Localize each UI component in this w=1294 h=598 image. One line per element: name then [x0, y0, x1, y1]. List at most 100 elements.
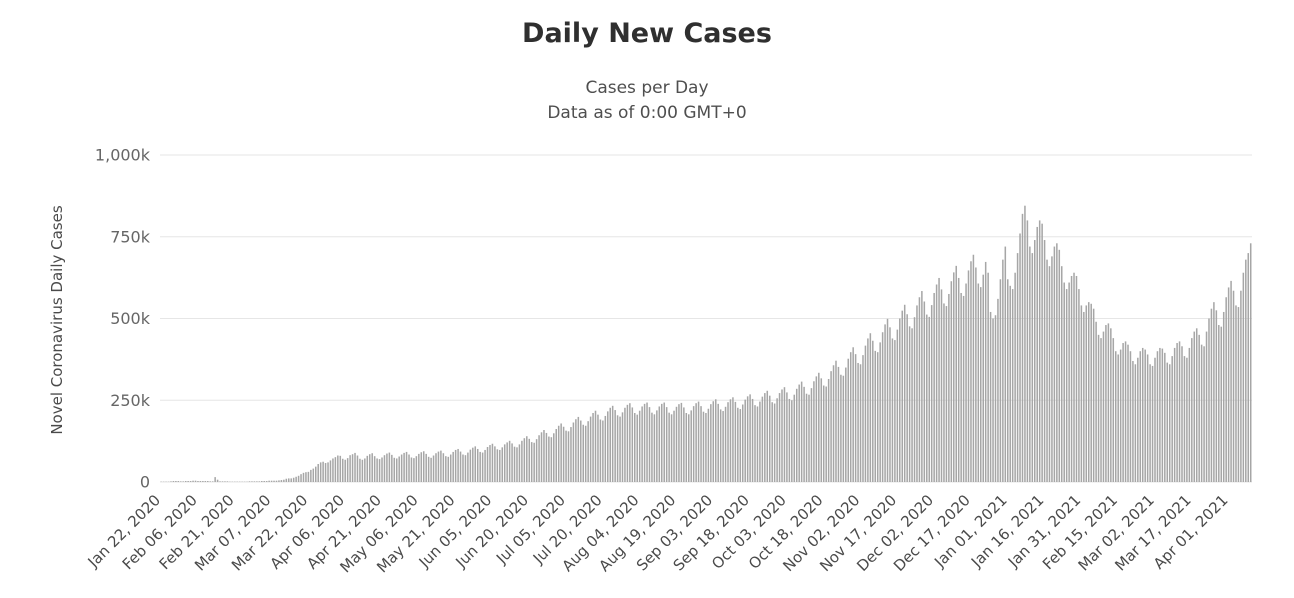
bar: [1146, 354, 1149, 482]
bar: [1092, 308, 1095, 482]
bar: [550, 437, 553, 482]
bar: [751, 398, 754, 482]
bar: [418, 453, 420, 482]
bar: [800, 381, 803, 482]
bar: [1083, 311, 1085, 482]
bar: [1073, 272, 1075, 482]
y-axis-tick-labels: 0 250k 500k 750k 1,000k: [95, 146, 151, 492]
bar: [354, 452, 356, 482]
bar: [371, 453, 373, 482]
bar: [611, 405, 614, 482]
bar: [680, 402, 683, 482]
bar: [746, 396, 749, 482]
bar: [172, 481, 175, 482]
bar: [835, 360, 837, 482]
bar: [268, 480, 270, 482]
bar: [1198, 334, 1200, 482]
bar: [472, 447, 474, 483]
bar: [1173, 347, 1176, 482]
bar: [852, 347, 854, 482]
bar: [1112, 338, 1115, 482]
bar: [410, 457, 413, 482]
bar: [1009, 285, 1011, 482]
bar: [533, 442, 535, 482]
bar: [300, 474, 302, 482]
bar: [1004, 246, 1007, 482]
bar: [1183, 356, 1186, 482]
bar: [1235, 305, 1237, 482]
bar: [719, 409, 722, 482]
bar: [815, 376, 818, 482]
bar: [432, 455, 435, 482]
bar: [1237, 307, 1240, 482]
bar: [341, 458, 344, 482]
bar: [987, 272, 989, 482]
bar: [778, 393, 781, 482]
bar: [1161, 348, 1164, 482]
bar: [859, 364, 862, 482]
bar: [219, 481, 221, 482]
bar: [675, 406, 678, 482]
bar: [754, 405, 756, 482]
bar: [1215, 310, 1218, 482]
bar: [732, 397, 734, 482]
bar: [199, 481, 202, 482]
bar: [1186, 357, 1188, 482]
bar: [469, 449, 472, 482]
bar: [349, 455, 351, 482]
bar: [997, 298, 999, 482]
bar: [864, 345, 867, 482]
bar: [221, 481, 224, 482]
bar: [935, 284, 938, 482]
bar: [457, 448, 459, 482]
bar: [879, 342, 881, 482]
bar: [1024, 205, 1026, 482]
bar: [656, 410, 658, 482]
bar: [211, 481, 214, 482]
bar: [773, 403, 776, 482]
bar: [540, 432, 543, 482]
bar: [420, 452, 423, 482]
bar: [577, 416, 580, 482]
bar: [278, 480, 280, 483]
bar: [1232, 290, 1235, 482]
bar: [867, 338, 869, 482]
bar: [1195, 328, 1198, 482]
bar: [290, 478, 292, 482]
bar: [665, 407, 668, 482]
bar: [881, 332, 884, 482]
bar: [766, 390, 769, 482]
bar: [170, 481, 172, 482]
bar: [1181, 346, 1183, 482]
bar: [216, 479, 219, 482]
bar: [938, 277, 940, 482]
bar: [1119, 349, 1122, 482]
bar: [312, 468, 315, 482]
bar: [1043, 240, 1046, 482]
bar: [1240, 290, 1242, 482]
bar: [717, 403, 719, 482]
bar: [874, 350, 877, 482]
bar: [408, 454, 410, 482]
bar: [501, 447, 504, 482]
bar: [1159, 347, 1161, 482]
bar: [538, 435, 540, 482]
bar: [1124, 341, 1127, 482]
bar: [214, 477, 216, 483]
bar: [204, 481, 207, 482]
bar: [1097, 334, 1100, 482]
bar: [972, 254, 975, 482]
bar: [891, 338, 894, 482]
bar: [1021, 213, 1024, 483]
bar: [1144, 349, 1146, 482]
bar: [253, 481, 256, 482]
bar: [346, 458, 349, 482]
bar: [744, 399, 746, 482]
bar: [1137, 357, 1139, 482]
bar: [575, 419, 577, 482]
bar: [903, 304, 906, 482]
bar: [511, 443, 513, 482]
bar: [631, 407, 634, 482]
bar: [491, 443, 494, 482]
bar: [638, 410, 641, 482]
